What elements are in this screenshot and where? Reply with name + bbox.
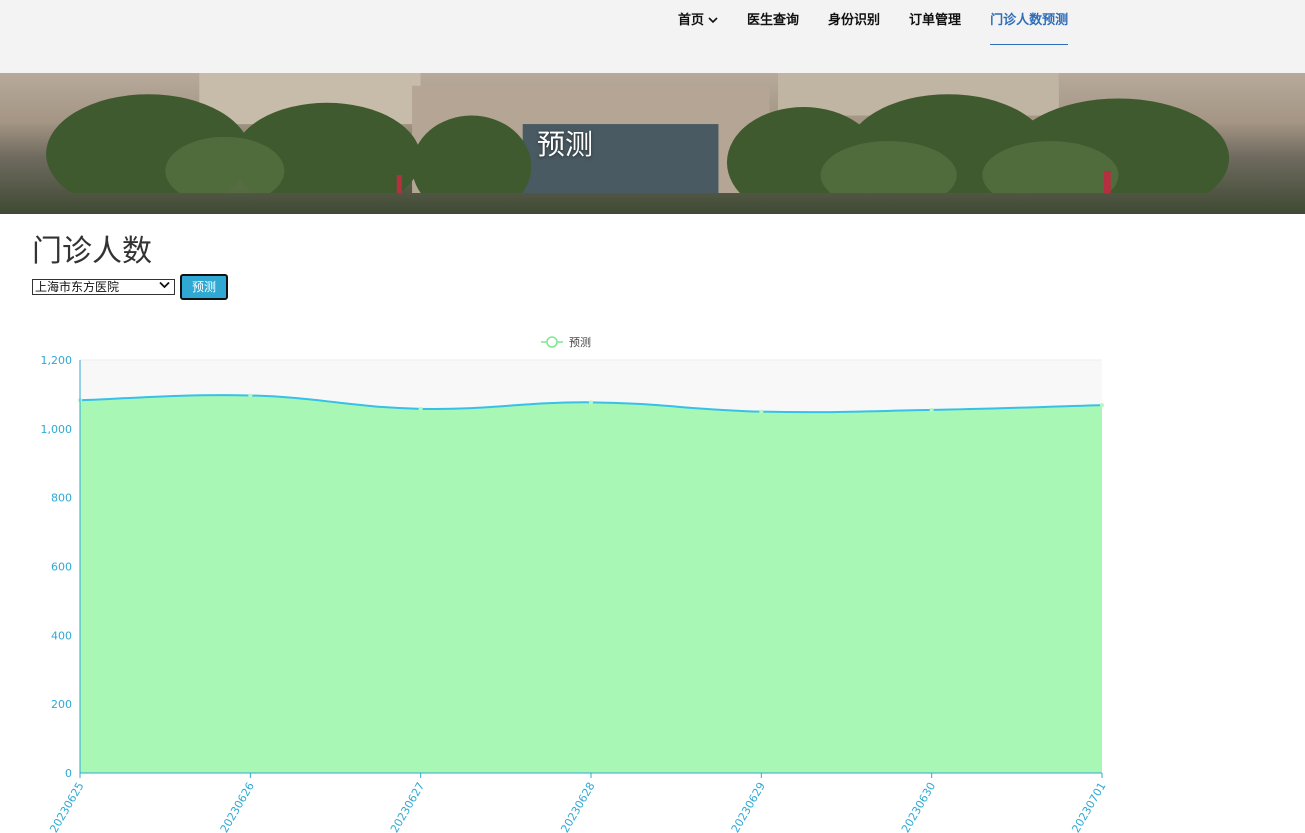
x-tick-label: 20230627 [388,780,427,833]
legend-label: 预测 [569,336,591,349]
nav-item-orders[interactable]: 订单管理 [909,13,962,28]
chevron-down-icon [708,0,718,42]
hero-banner: 预测 [0,73,1305,214]
x-tick-label: 20230629 [729,780,768,833]
y-tick-label: 200 [51,698,72,711]
hospital-select-value: 上海市东方医院 [35,280,120,294]
data-point [248,393,253,398]
y-tick-label: 400 [51,629,72,642]
chevron-down-icon [159,280,170,294]
nav-menu: 首页 医生查询 身份识别 订单管理 门诊人数预测 [678,0,1097,73]
y-tick-label: 1,000 [41,423,73,436]
forecast-controls: 上海市东方医院 预测 [32,274,229,300]
data-point [589,400,593,405]
nav-item-identity[interactable]: 身份识别 [828,13,881,28]
x-tick-label: 20230625 [47,780,86,833]
page-title: 门诊人数 [32,234,152,269]
data-point [418,406,423,411]
y-tick-label: 0 [65,767,72,780]
area-fill [80,395,1102,773]
legend-marker [546,336,558,348]
forecast-chart: 0 200 400 600 800 1,000 1,200 20230625 20230626 2… [41,336,1109,833]
top-navigation: 首页 医生查询 身份识别 订单管理 门诊人数预测 [0,0,1305,73]
banner-photo [46,73,1230,193]
nav-item-doctor-search[interactable]: 医生查询 [747,13,800,28]
hospital-select[interactable]: 上海市东方医院 [32,279,175,295]
predict-button[interactable]: 预测 [180,274,229,300]
y-tick-label: 600 [51,561,72,574]
nav-item-home[interactable]: 首页 [678,0,718,44]
y-tick-label: 1,200 [41,354,73,367]
data-point [759,409,764,414]
y-tick-label: 800 [51,492,72,505]
x-tick-label: 20230630 [899,780,938,833]
nav-item-home-label: 首页 [678,13,705,28]
x-tick-label: 20230628 [558,780,597,833]
data-point [1100,403,1104,408]
data-point [929,407,934,412]
nav-item-outpatient-forecast[interactable]: 门诊人数预测 [990,0,1069,45]
x-tick-label: 20230626 [218,780,257,833]
x-tick-label: 20230701 [1069,780,1108,833]
banner-title: 预测 [536,128,593,161]
